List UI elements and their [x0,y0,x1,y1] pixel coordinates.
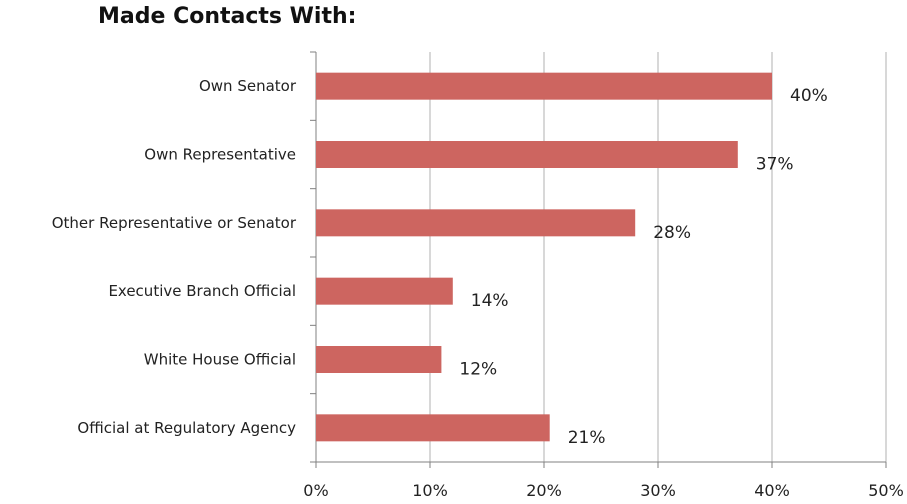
x-tick-label: 30% [640,481,676,500]
data-label: 28% [653,223,691,243]
category-label: Other Representative or Senator [52,214,297,232]
bar [316,141,738,168]
category-label: Executive Branch Official [108,282,296,300]
bar [316,346,442,373]
category-label: White House Official [144,351,296,369]
chart-title: Made Contacts With: [98,4,357,29]
bar [316,414,550,442]
data-label: 14% [471,291,509,311]
bar [316,277,453,305]
x-tick-label: 0% [303,481,328,500]
bar [316,72,772,100]
category-label: Official at Regulatory Agency [77,419,296,437]
data-label: 40% [790,86,828,106]
bar [316,209,636,237]
data-label: 37% [756,155,794,175]
x-tick-label: 10% [412,481,448,500]
x-tick-label: 40% [754,481,790,500]
x-tick-label: 50% [868,481,904,500]
data-label: 12% [459,360,497,380]
category-label: Own Senator [199,77,297,95]
x-tick-label: 20% [526,481,562,500]
data-label: 21% [568,428,606,448]
category-label: Own Representative [144,146,296,164]
